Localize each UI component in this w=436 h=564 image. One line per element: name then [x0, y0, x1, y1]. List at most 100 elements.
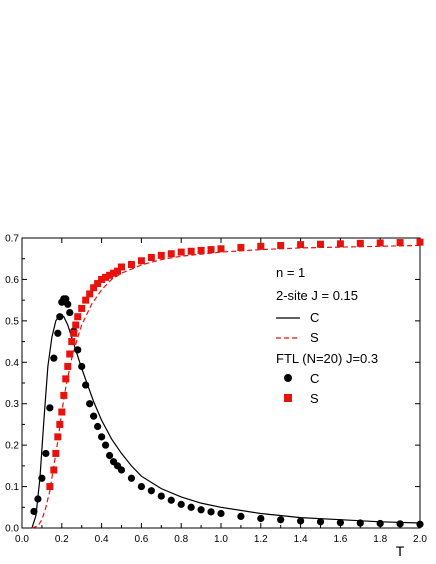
point-c-ftl — [147, 487, 155, 495]
y-tick-label: 0.2 — [5, 441, 19, 452]
point-s-ftl — [187, 247, 195, 255]
point-s-ftl — [82, 296, 90, 304]
point-s-ftl — [114, 267, 122, 275]
legend-text-2site: 2-site J = 0.15 — [276, 288, 358, 303]
point-s-ftl — [72, 321, 80, 329]
point-s-ftl — [62, 375, 70, 383]
y-tick-label: 0.3 — [5, 399, 19, 410]
point-s-ftl — [257, 242, 265, 250]
x-tick-label: 2.0 — [413, 534, 427, 545]
x-tick-label: 1.6 — [333, 534, 347, 545]
x-tick-label: 0.2 — [55, 534, 69, 545]
point-c-ftl — [46, 404, 54, 412]
y-tick-label: 0.0 — [5, 524, 19, 535]
point-s-ftl — [297, 241, 305, 249]
point-c-ftl — [257, 514, 265, 523]
point-c-ftl — [66, 308, 74, 317]
point-c-ftl — [34, 495, 42, 503]
point-c-ftl — [277, 516, 285, 524]
point-c-ftl — [117, 466, 126, 474]
point-s-ftl — [127, 261, 135, 269]
legend-text-n: n = 1 — [276, 265, 305, 280]
x-tick-label: 1.2 — [254, 534, 268, 545]
point-s-ftl — [52, 449, 60, 457]
point-s-ftl — [70, 329, 78, 337]
point-c-ftl — [82, 381, 90, 389]
point-c-ftl — [101, 441, 110, 449]
point-s-ftl — [54, 433, 62, 441]
point-c-ftl — [237, 512, 245, 521]
point-c-ftl — [416, 520, 424, 528]
point-c-ftl — [30, 507, 38, 516]
point-c-ftl — [336, 519, 344, 527]
point-s-ftl — [237, 244, 245, 252]
x-tick-label: 1.8 — [373, 534, 387, 545]
point-c-ftl — [207, 508, 215, 516]
point-s-ftl — [217, 245, 225, 253]
x-axis-label: T — [396, 543, 405, 559]
point-c-ftl — [38, 474, 46, 482]
point-s-ftl — [396, 239, 404, 247]
point-c-ftl — [64, 300, 72, 308]
point-c-ftl — [197, 506, 205, 514]
legend-text-ftl: FTL (N=20) J=0.3 — [276, 351, 378, 366]
point-c-ftl — [74, 346, 82, 354]
point-c-ftl — [297, 517, 305, 525]
point-c-ftl — [54, 329, 62, 337]
point-s-ftl — [66, 350, 74, 358]
y-tick-label: 0.5 — [5, 316, 19, 327]
point-c-ftl — [98, 433, 106, 441]
legend-swatch-c-markers — [284, 374, 292, 382]
point-s-ftl — [86, 290, 94, 298]
point-s-ftl — [102, 273, 110, 281]
point-c-ftl — [356, 519, 364, 527]
y-tick-label: 0.6 — [5, 275, 19, 286]
point-s-ftl — [416, 238, 424, 246]
point-c-ftl — [376, 519, 384, 528]
x-tick-label: 0.4 — [95, 534, 109, 545]
x-tick-label: 1.4 — [294, 534, 308, 545]
x-tick-label: 1.0 — [214, 534, 228, 545]
point-c-ftl — [167, 496, 175, 504]
x-tick-label: 0.6 — [134, 534, 148, 545]
plot-area — [21, 237, 421, 529]
point-s-ftl — [58, 408, 66, 416]
point-s-ftl — [157, 251, 165, 259]
point-c-ftl — [105, 451, 114, 460]
point-s-ftl — [197, 246, 205, 254]
point-s-ftl — [376, 239, 384, 247]
point-s-ftl — [90, 284, 98, 292]
point-s-ftl — [78, 304, 86, 312]
point-c-ftl — [157, 492, 165, 500]
point-s-ftl — [110, 269, 118, 277]
point-s-ftl — [98, 275, 106, 283]
point-s-ftl — [60, 391, 68, 399]
point-c-ftl — [50, 354, 58, 362]
line-s-2site — [31, 244, 421, 529]
legend-text-c-line: C — [310, 310, 319, 325]
point-s-ftl — [167, 250, 175, 258]
point-s-ftl — [74, 313, 82, 321]
x-tick-label: 0.0 — [15, 534, 29, 545]
point-c-ftl — [187, 503, 195, 511]
point-s-ftl — [106, 271, 114, 279]
point-s-ftl — [94, 280, 102, 288]
point-c-ftl — [86, 400, 94, 408]
series-layer — [30, 238, 424, 529]
point-c-ftl — [90, 412, 98, 420]
legend-text-c-markers: C — [310, 371, 319, 386]
point-s-ftl — [277, 241, 285, 249]
point-c-ftl — [137, 482, 145, 491]
point-s-ftl — [336, 240, 344, 248]
point-c-ftl — [94, 422, 102, 431]
point-s-ftl — [64, 362, 72, 370]
point-s-ftl — [68, 338, 76, 346]
y-tick-label: 0.7 — [5, 234, 19, 245]
point-c-ftl — [42, 449, 50, 458]
line-c-2site — [31, 313, 421, 529]
point-s-ftl — [207, 246, 215, 254]
point-c-ftl — [217, 509, 225, 518]
y-tick-label: 0.1 — [5, 482, 19, 493]
legend-text-s-markers: S — [310, 391, 319, 406]
